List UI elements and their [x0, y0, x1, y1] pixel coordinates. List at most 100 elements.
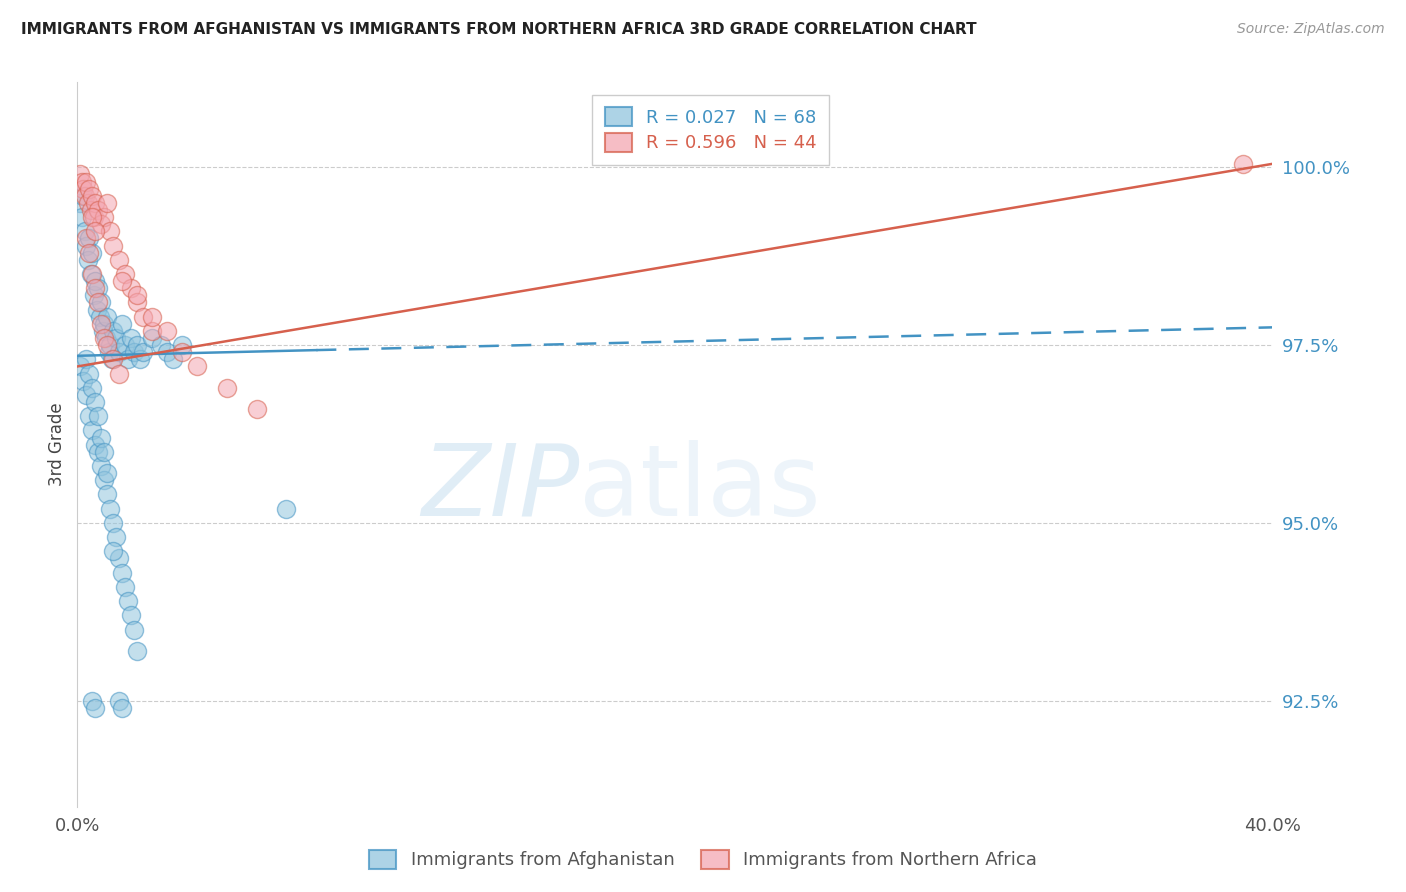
Point: [246, 402, 269, 417]
Point: [72, 189, 94, 203]
Point: [141, 331, 163, 345]
Point: [93, 210, 115, 224]
Point: [170, 345, 193, 359]
Point: [170, 338, 193, 352]
Point: [79, 409, 101, 424]
Point: [93, 331, 115, 345]
Point: [108, 345, 131, 359]
Text: atlas: atlas: [579, 440, 821, 537]
Point: [120, 331, 142, 345]
Point: [141, 324, 163, 338]
Point: [87, 281, 110, 295]
Point: [90, 431, 112, 445]
Point: [87, 202, 110, 217]
Point: [114, 267, 136, 281]
Point: [94, 331, 117, 345]
Point: [156, 345, 179, 359]
Point: [132, 310, 155, 324]
Point: [79, 245, 101, 260]
Point: [103, 352, 124, 367]
Point: [96, 487, 118, 501]
Point: [108, 551, 131, 566]
Point: [103, 324, 124, 338]
Point: [100, 352, 122, 367]
Point: [73, 189, 96, 203]
Point: [103, 238, 124, 252]
Point: [114, 580, 136, 594]
Point: [97, 345, 120, 359]
Point: [69, 195, 91, 210]
Point: [82, 381, 104, 395]
Point: [90, 217, 112, 231]
Point: [103, 516, 124, 530]
Point: [108, 252, 131, 267]
Point: [86, 302, 108, 317]
Text: IMMIGRANTS FROM AFGHANISTAN VS IMMIGRANTS FROM NORTHERN AFRICA 3RD GRADE CORRELA: IMMIGRANTS FROM AFGHANISTAN VS IMMIGRANT…: [21, 22, 977, 37]
Point: [111, 317, 134, 331]
Legend: Immigrants from Afghanistan, Immigrants from Northern Africa: Immigrants from Afghanistan, Immigrants …: [360, 841, 1046, 879]
Point: [150, 338, 173, 352]
Point: [84, 195, 107, 210]
Point: [162, 352, 184, 367]
Point: [80, 267, 103, 281]
Point: [93, 473, 115, 487]
Point: [89, 310, 111, 324]
Point: [76, 252, 98, 267]
Text: Source: ZipAtlas.com: Source: ZipAtlas.com: [1237, 22, 1385, 37]
Point: [98, 338, 121, 352]
Point: [69, 168, 91, 182]
Point: [117, 352, 139, 367]
Point: [127, 288, 149, 302]
Point: [82, 424, 104, 438]
Point: [156, 324, 179, 338]
Point: [111, 700, 134, 714]
Point: [105, 331, 128, 345]
Point: [105, 530, 128, 544]
Point: [70, 210, 93, 224]
Point: [84, 281, 107, 295]
Point: [90, 317, 112, 331]
Point: [79, 182, 101, 196]
Point: [120, 608, 142, 623]
Point: [120, 281, 142, 295]
Point: [90, 295, 112, 310]
Point: [96, 338, 118, 352]
Point: [122, 345, 145, 359]
Point: [141, 310, 163, 324]
Point: [82, 267, 104, 281]
Point: [87, 409, 110, 424]
Point: [75, 352, 97, 367]
Point: [129, 352, 152, 367]
Point: [98, 501, 121, 516]
Point: [83, 210, 105, 224]
Point: [84, 700, 107, 714]
Point: [103, 544, 124, 558]
Point: [72, 182, 94, 196]
Point: [96, 195, 118, 210]
Point: [84, 274, 107, 288]
Point: [84, 224, 107, 238]
Point: [75, 175, 97, 189]
Point: [84, 438, 107, 452]
Point: [75, 238, 97, 252]
Point: [93, 317, 115, 331]
Point: [111, 566, 134, 580]
Point: [1232, 157, 1254, 171]
Point: [114, 338, 136, 352]
Point: [82, 693, 104, 707]
Point: [73, 224, 96, 238]
Point: [90, 458, 112, 473]
Point: [96, 466, 118, 480]
Point: [276, 501, 298, 516]
Point: [70, 175, 93, 189]
Text: ZIP: ZIP: [420, 440, 579, 537]
Point: [76, 195, 98, 210]
Point: [111, 274, 134, 288]
Point: [117, 594, 139, 608]
Point: [91, 324, 114, 338]
Legend: R = 0.027   N = 68, R = 0.596   N = 44: R = 0.027 N = 68, R = 0.596 N = 44: [592, 95, 830, 165]
Point: [82, 210, 104, 224]
Point: [82, 245, 104, 260]
Point: [80, 202, 103, 217]
Point: [132, 345, 155, 359]
